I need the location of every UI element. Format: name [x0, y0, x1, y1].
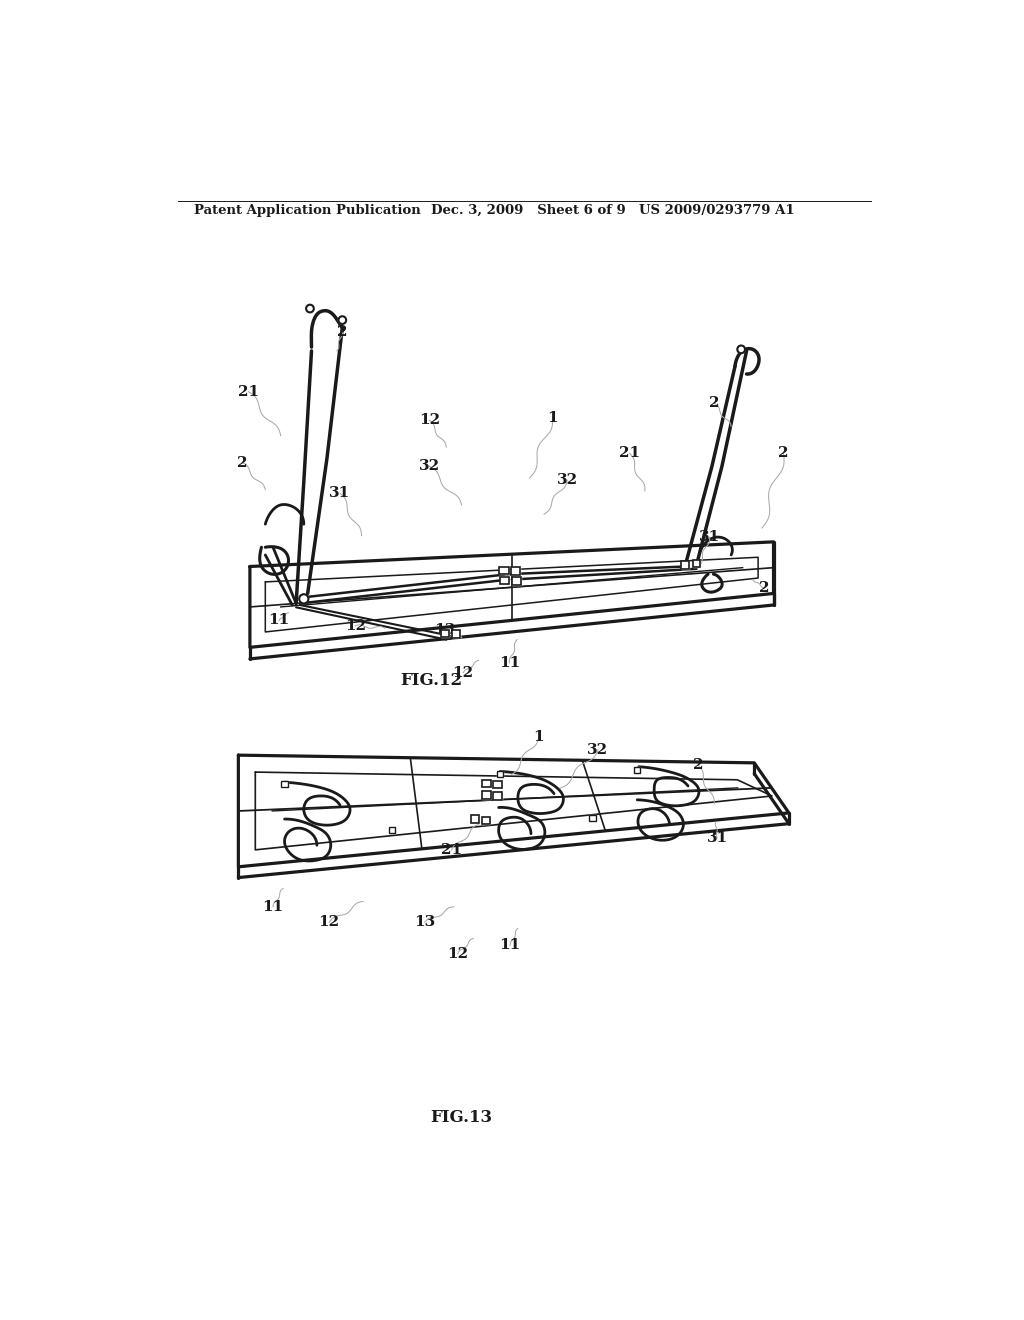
Circle shape [306, 305, 313, 313]
Text: 12: 12 [447, 946, 468, 961]
Bar [692, 560, 700, 568]
Text: 31: 31 [707, 830, 728, 845]
Bar [389, 826, 395, 833]
Text: 2: 2 [337, 325, 347, 339]
Text: 2: 2 [778, 446, 788, 461]
Text: 31: 31 [330, 486, 350, 500]
Text: 11: 11 [262, 900, 284, 913]
Bar [471, 816, 478, 822]
Text: 12: 12 [345, 619, 366, 632]
Text: 2: 2 [693, 758, 703, 772]
Circle shape [339, 317, 346, 323]
Bar [494, 792, 503, 800]
Text: 11: 11 [499, 656, 520, 669]
Bar [500, 566, 509, 574]
Text: US 2009/0293779 A1: US 2009/0293779 A1 [639, 205, 795, 218]
Text: 2: 2 [709, 396, 720, 411]
Text: 12: 12 [453, 665, 474, 680]
Text: 21: 21 [441, 843, 462, 857]
Bar [494, 780, 503, 788]
Circle shape [737, 346, 745, 354]
Bar [681, 561, 689, 569]
Circle shape [299, 594, 308, 603]
Bar [512, 577, 521, 585]
Bar [471, 816, 478, 822]
Text: 11: 11 [268, 614, 290, 627]
Bar [500, 577, 509, 585]
Text: Dec. 3, 2009   Sheet 6 of 9: Dec. 3, 2009 Sheet 6 of 9 [431, 205, 626, 218]
Text: 12: 12 [318, 915, 340, 929]
Text: 21: 21 [238, 384, 259, 399]
Text: 32: 32 [557, 474, 578, 487]
Bar [512, 577, 521, 585]
Text: 13: 13 [414, 915, 435, 929]
Bar [500, 566, 509, 574]
Bar [590, 816, 596, 821]
Text: 2: 2 [759, 581, 769, 595]
Text: 31: 31 [699, 531, 720, 544]
Bar [500, 577, 509, 585]
Bar [692, 560, 700, 568]
Bar [441, 630, 449, 638]
Text: 2: 2 [237, 455, 248, 470]
Text: Patent Application Publication: Patent Application Publication [194, 205, 421, 218]
Text: 12: 12 [419, 413, 440, 428]
Bar [481, 780, 490, 788]
Bar [634, 767, 640, 774]
Bar [511, 568, 520, 576]
Bar [481, 780, 490, 788]
Text: 1: 1 [547, 411, 558, 425]
Bar [482, 817, 490, 825]
Bar [453, 631, 460, 638]
Bar [282, 780, 288, 787]
Bar [681, 561, 689, 569]
Bar [453, 631, 460, 638]
Text: 11: 11 [500, 939, 521, 952]
Bar [511, 568, 520, 576]
Text: FIG.12: FIG.12 [399, 672, 462, 689]
Text: FIG.13: FIG.13 [431, 1109, 493, 1126]
Bar [494, 780, 503, 788]
Bar [389, 826, 395, 833]
Bar [441, 630, 449, 638]
Text: 32: 32 [419, 459, 440, 474]
Bar [634, 767, 640, 774]
Text: 13: 13 [434, 623, 456, 636]
Bar [590, 816, 596, 821]
Text: 21: 21 [618, 446, 640, 461]
Bar [482, 817, 490, 825]
Bar [497, 771, 503, 777]
Bar [282, 780, 288, 787]
Text: 32: 32 [588, 743, 608, 756]
Bar [481, 792, 490, 799]
Bar [481, 792, 490, 799]
Text: 1: 1 [534, 730, 544, 744]
Bar [497, 771, 503, 777]
Bar [494, 792, 503, 800]
